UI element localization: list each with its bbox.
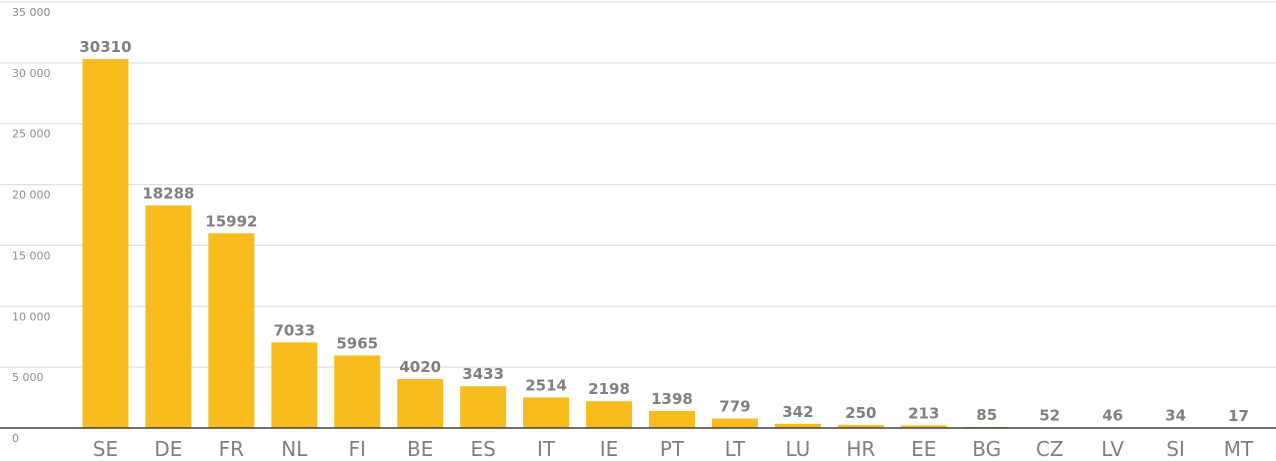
bar — [82, 59, 129, 429]
bar — [460, 386, 507, 428]
x-tick-label: PT — [660, 437, 685, 461]
x-tick-label: FR — [219, 437, 245, 461]
y-tick-label: 0 — [12, 432, 19, 445]
data-label: 3433 — [462, 365, 504, 383]
bar — [649, 410, 695, 428]
bar — [900, 425, 947, 428]
data-label: 52 — [1039, 406, 1060, 424]
data-label: 213 — [908, 404, 939, 422]
x-tick-label: IE — [600, 437, 619, 461]
data-label: 18288 — [142, 184, 194, 202]
data-label: 1398 — [651, 390, 693, 408]
x-tick-label: ES — [470, 437, 495, 461]
x-tick-label: HR — [846, 437, 875, 461]
data-label: 4020 — [399, 358, 441, 376]
y-tick-label: 10 000 — [12, 310, 51, 323]
data-labels: 30310 18288 15992 7033 5965 4020 3433 2514 2198 1… — [79, 38, 1249, 425]
x-tick-label: LV — [1101, 437, 1124, 461]
data-label: 250 — [845, 404, 876, 422]
bar — [397, 379, 444, 428]
y-tick-label: 35 000 — [12, 6, 51, 19]
x-tick-label: IT — [537, 437, 556, 461]
x-tick-label: BE — [407, 437, 433, 461]
x-tick-label: LT — [725, 437, 746, 461]
y-tick-label: 5 000 — [12, 371, 44, 384]
x-tick-label: DE — [154, 437, 182, 461]
bar — [208, 233, 255, 428]
data-label: 2514 — [525, 376, 567, 394]
bar — [334, 355, 381, 428]
x-tick-label: BG — [972, 437, 1001, 461]
y-tick-label: 15 000 — [12, 249, 51, 262]
data-label: 46 — [1102, 406, 1123, 424]
data-label: 15992 — [205, 212, 257, 230]
y-tick-label: 25 000 — [12, 128, 51, 141]
bar — [523, 397, 570, 428]
bar — [711, 418, 758, 428]
bar — [586, 401, 633, 428]
x-tick-label: SI — [1166, 437, 1185, 461]
x-axis-tick-labels: SE DE FR NL FI BE ES IT IE PT LT LU HR EE BG CZ LV SI MT — [93, 437, 1254, 461]
y-tick-label: 20 000 — [12, 189, 51, 202]
data-label: 7033 — [273, 321, 315, 339]
x-tick-label: FI — [349, 437, 366, 461]
bars — [82, 59, 1262, 429]
bar — [774, 423, 821, 428]
y-tick-label: 30 000 — [12, 67, 51, 80]
x-tick-label: LU — [785, 437, 810, 461]
bar — [145, 205, 192, 428]
x-tick-label: SE — [93, 437, 118, 461]
x-tick-label: NL — [281, 437, 308, 461]
bar — [271, 342, 318, 428]
bar — [837, 424, 884, 428]
data-label: 30310 — [79, 38, 131, 56]
data-label: 34 — [1165, 407, 1186, 425]
x-tick-label: EE — [911, 437, 936, 461]
data-label: 5965 — [336, 334, 378, 352]
x-tick-label: CZ — [1036, 437, 1064, 461]
data-label: 342 — [782, 403, 813, 421]
x-tick-label: MT — [1224, 437, 1254, 461]
data-label: 17 — [1228, 407, 1249, 425]
data-label: 2198 — [588, 380, 630, 398]
data-label: 779 — [719, 398, 750, 416]
y-axis-tick-labels: 0 5 000 10 000 15 000 20 000 25 000 30 000 35 0… — [12, 6, 51, 445]
data-label: 85 — [976, 406, 997, 424]
